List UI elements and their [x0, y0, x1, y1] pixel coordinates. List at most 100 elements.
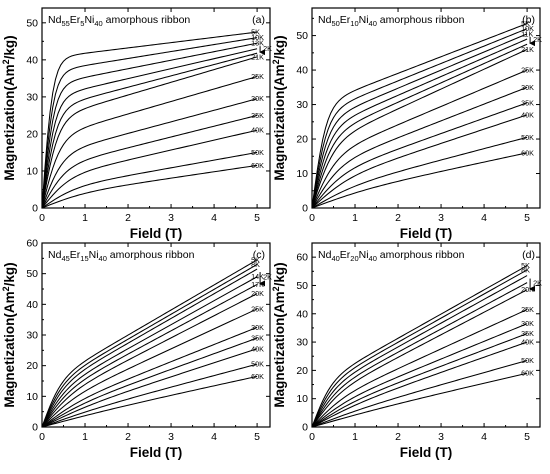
y-tick-label-c-3: 30: [26, 330, 38, 342]
series-line-a-8: [41, 114, 258, 209]
title-subscript: 40: [94, 19, 102, 28]
title-part: Er: [70, 249, 81, 261]
series-label-c-5: 20K: [251, 289, 264, 298]
x-tick-label-c-4: 4: [211, 431, 217, 443]
series-label-d-4: 20K: [521, 285, 534, 294]
x-tick-label-a-3: 3: [168, 212, 174, 224]
series-line-b-6: [311, 69, 528, 209]
series-line-c-8: [41, 337, 258, 428]
title-part: Er: [70, 14, 81, 26]
title-part: Nd: [318, 249, 332, 261]
series-label-c-11: 60K: [251, 372, 264, 381]
y-axis-label-a: Magnetization(Am2/kg): [1, 35, 17, 180]
y-tick-label-d-4: 40: [296, 308, 308, 320]
series-label-c-8: 35K: [251, 334, 264, 343]
title-part: amorphous ribbon: [377, 249, 465, 261]
series-line-d-2: [311, 275, 528, 428]
series-line-a-1: [41, 37, 258, 209]
series-line-d-10: [311, 372, 528, 428]
y-tick-label-b-5: 50: [296, 30, 308, 42]
series-label-a-10: 50K: [251, 148, 264, 157]
y-tick-label-c-1: 10: [26, 391, 38, 403]
series-line-c-9: [41, 348, 258, 428]
series-label-b-2: 11K: [521, 29, 533, 38]
series-label-c-9: 40K: [251, 344, 264, 353]
series-line-a-3: [41, 48, 258, 209]
title-subscript: 5: [80, 19, 84, 28]
y-tick-label-c-0: 0: [32, 422, 38, 434]
x-tick-label-d-5: 5: [524, 431, 530, 443]
series-label-b-0: 5K: [521, 19, 530, 28]
series-line-b-4: [311, 43, 528, 209]
x-tick-label-c-5: 5: [254, 431, 260, 443]
panel-title-d: Nd40Er20Ni40 amorphous ribbon: [318, 249, 465, 263]
y-tick-label-d-2: 20: [296, 365, 308, 377]
series-label-d-9: 50K: [521, 356, 534, 365]
panel-title-b: Nd50Er10Ni40 amorphous ribbon: [318, 14, 465, 28]
x-axis-label-c: Field (T): [130, 445, 183, 460]
panel-letter-a: (a): [252, 14, 265, 26]
series-line-b-0: [311, 23, 528, 209]
annotation-label-c: 2K: [263, 273, 272, 282]
series-label-a-0: 5K: [251, 28, 260, 37]
series-label-c-10: 50K: [251, 360, 264, 369]
panel-title-c: Nd45Er15Ni40 amorphous ribbon: [48, 249, 195, 263]
y-tick-label-c-5: 50: [26, 268, 38, 280]
panel-title-a: Nd55Er5Ni40 amorphous ribbon: [48, 14, 190, 28]
series-line-d-4: [311, 289, 528, 428]
x-tick-label-c-1: 1: [82, 431, 88, 443]
x-tick-label-d-0: 0: [309, 431, 315, 443]
series-label-c-1: 8K: [251, 260, 260, 269]
x-tick-label-b-2: 2: [395, 212, 401, 224]
x-tick-label-c-0: 0: [39, 431, 45, 443]
y-axis-label-c: Magnetization(Am2/kg): [1, 262, 17, 407]
title-subscript: 40: [369, 19, 377, 28]
series-label-b-10: 50K: [521, 133, 534, 142]
series-line-a-2: [41, 42, 258, 209]
series-line-c-11: [41, 375, 258, 428]
series-label-a-11: 60K: [251, 161, 264, 170]
x-tick-label-b-4: 4: [481, 212, 487, 224]
title-part: amorphous ribbon: [107, 249, 195, 261]
series-label-a-7: 30K: [251, 94, 264, 103]
series-label-d-5: 25K: [521, 305, 534, 314]
y-tick-label-d-3: 30: [296, 337, 308, 349]
ylabel-superscript: 2: [1, 286, 11, 291]
series-line-c-7: [41, 326, 258, 428]
title-part: Ni: [84, 14, 94, 26]
series-line-d-9: [311, 359, 528, 428]
ylabel-part: Magnetization(Am: [272, 291, 287, 407]
y-tick-label-a-1: 10: [26, 165, 38, 177]
title-subscript: 45: [61, 254, 69, 263]
title-part: amorphous ribbon: [103, 14, 191, 26]
title-part: Nd: [48, 249, 62, 261]
ylabel-superscript: 2: [271, 59, 281, 64]
series-line-d-0: [311, 265, 528, 428]
series-label-d-8: 40K: [521, 338, 534, 347]
series-line-d-1: [311, 269, 528, 428]
series-label-d-10: 60K: [521, 369, 534, 378]
x-tick-label-d-1: 1: [352, 431, 358, 443]
annotation-label-b: 2K: [533, 35, 542, 44]
y-tick-label-d-5: 50: [296, 280, 308, 292]
title-part: Ni: [89, 249, 99, 261]
title-subscript: 10: [350, 19, 358, 28]
series-label-c-6: 25K: [251, 304, 264, 313]
series-line-a-7: [41, 98, 258, 209]
title-subscript: 40: [331, 254, 339, 263]
series-label-b-8: 35K: [521, 98, 534, 107]
y-tick-label-b-4: 40: [296, 65, 308, 77]
series-label-a-6: 25K: [251, 72, 264, 81]
series-line-c-5: [41, 293, 258, 428]
ylabel-superscript: 2: [1, 59, 11, 64]
series-line-a-10: [41, 151, 258, 209]
y-tick-label-b-2: 20: [296, 134, 308, 146]
title-subscript: 40: [369, 254, 377, 263]
y-tick-label-b-1: 10: [296, 168, 308, 180]
ylabel-part: /kg): [272, 35, 287, 59]
x-axis-label-a: Field (T): [130, 226, 183, 241]
x-tick-label-a-0: 0: [39, 212, 45, 224]
plot-frame-b: [311, 7, 541, 209]
